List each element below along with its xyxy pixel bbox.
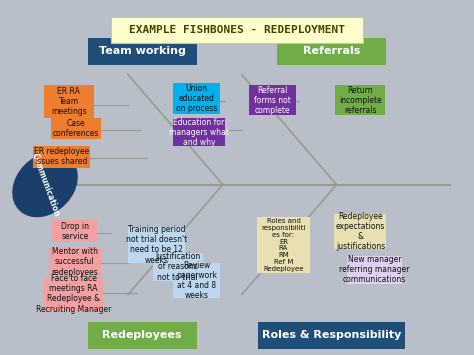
FancyBboxPatch shape — [49, 248, 101, 276]
Text: Case
conferences: Case conferences — [53, 119, 99, 138]
Text: Referrals: Referrals — [303, 47, 361, 56]
Text: Training period
not trial doesn't
need to be 12
weeks: Training period not trial doesn't need t… — [126, 225, 187, 264]
Ellipse shape — [12, 152, 78, 217]
Text: Review
paperwork
at 4 and 8
weeks: Review paperwork at 4 and 8 weeks — [176, 261, 217, 300]
FancyBboxPatch shape — [51, 118, 100, 139]
FancyBboxPatch shape — [33, 146, 90, 168]
FancyBboxPatch shape — [173, 263, 220, 298]
Text: Roles and
responsibiliti
es for:
ER
RA
RM
Ref M
Redeployee: Roles and responsibiliti es for: ER RA R… — [261, 218, 306, 272]
Text: Face to face
meetings RA
Redeployee &
Recruiting Manager: Face to face meetings RA Redeployee & Re… — [36, 274, 111, 313]
FancyBboxPatch shape — [111, 17, 363, 43]
Text: Justification
of reasons
not to trial: Justification of reasons not to trial — [155, 252, 201, 282]
Text: Drop in
service: Drop in service — [61, 222, 89, 241]
FancyBboxPatch shape — [334, 214, 386, 249]
Text: Redeployees: Redeployees — [102, 331, 182, 340]
FancyBboxPatch shape — [277, 38, 386, 65]
FancyBboxPatch shape — [173, 83, 220, 114]
Text: Redeployee
expectations
&
justifications: Redeployee expectations & justifications — [336, 212, 385, 251]
Text: Communication: Communication — [29, 151, 61, 218]
FancyBboxPatch shape — [336, 85, 385, 115]
FancyBboxPatch shape — [347, 256, 402, 284]
FancyBboxPatch shape — [44, 277, 103, 311]
Text: Return
incomplete
referrals: Return incomplete referrals — [339, 86, 382, 115]
FancyBboxPatch shape — [88, 38, 197, 65]
FancyBboxPatch shape — [44, 85, 93, 118]
Text: Union
educated
on process: Union educated on process — [176, 84, 218, 113]
Text: ER RA
Team
meetings: ER RA Team meetings — [51, 87, 87, 116]
FancyBboxPatch shape — [258, 322, 405, 349]
Text: Team working: Team working — [99, 47, 186, 56]
Text: Education for
managers what
and why: Education for managers what and why — [169, 118, 229, 147]
Text: New manager
referring manager
communications: New manager referring manager communicat… — [339, 255, 410, 284]
FancyBboxPatch shape — [249, 85, 296, 115]
FancyBboxPatch shape — [173, 118, 225, 146]
Text: Roles & Responsibility: Roles & Responsibility — [262, 331, 401, 340]
FancyBboxPatch shape — [128, 227, 185, 263]
Text: Mentor with
successful
redeployees: Mentor with successful redeployees — [52, 247, 98, 277]
Text: Referral
forms not
complete: Referral forms not complete — [254, 86, 291, 115]
FancyBboxPatch shape — [52, 220, 98, 242]
FancyBboxPatch shape — [153, 253, 202, 281]
FancyBboxPatch shape — [88, 322, 197, 349]
Text: EXAMPLE FISHBONES - REDEPLOYMENT: EXAMPLE FISHBONES - REDEPLOYMENT — [129, 25, 345, 35]
Text: ER redeployee
issues shared: ER redeployee issues shared — [34, 147, 89, 166]
FancyBboxPatch shape — [257, 217, 310, 273]
